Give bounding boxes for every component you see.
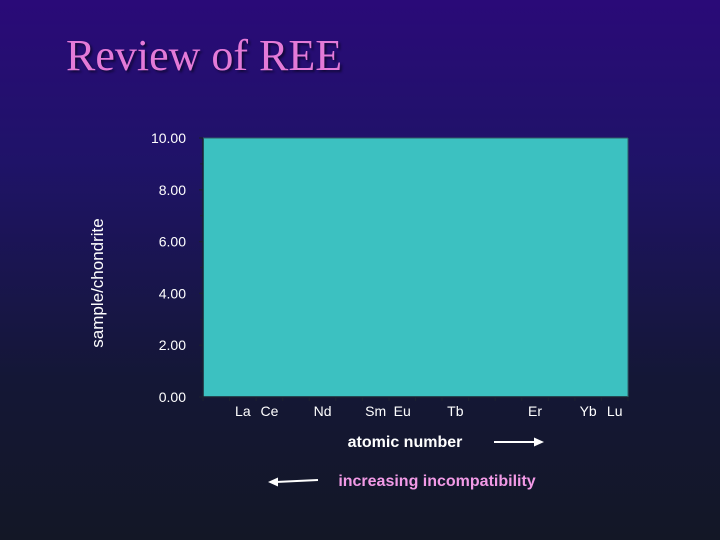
x-tick-label-yb: Yb: [580, 403, 597, 419]
slide-title: Review of REE: [66, 31, 343, 80]
x-tick-label-lu: Lu: [607, 403, 623, 419]
arrow-left-head: [268, 477, 278, 487]
arrow-left: [275, 479, 319, 483]
x-tick-label-eu: Eu: [394, 403, 411, 419]
y-tick-label: 10.00: [151, 130, 186, 146]
x-tick-label-tb: Tb: [447, 403, 464, 419]
y-axis-title: sample/chondrite: [88, 218, 107, 347]
x-tick-label-er: Er: [528, 403, 542, 419]
atomic-number-label: atomic number: [348, 434, 463, 451]
x-tick-label-ce: Ce: [260, 403, 278, 419]
arrow-right-head: [534, 437, 544, 447]
x-tick-label-la: La: [235, 403, 251, 419]
y-tick-label: 0.00: [159, 389, 186, 405]
y-tick-label: 4.00: [159, 285, 186, 301]
x-tick-label-sm: Sm: [365, 403, 386, 419]
x-tick-label-nd: Nd: [314, 403, 332, 419]
incompatibility-label: increasing incompatibility: [338, 473, 535, 490]
y-tick-label: 8.00: [159, 182, 186, 198]
y-tick-label: 6.00: [159, 234, 186, 250]
plot-area: [203, 138, 628, 397]
y-tick-label: 2.00: [159, 337, 186, 353]
